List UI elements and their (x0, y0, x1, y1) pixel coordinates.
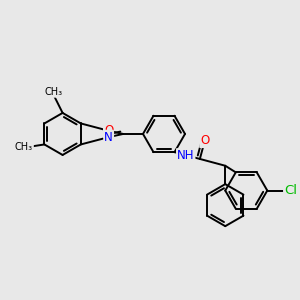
Text: Cl: Cl (284, 184, 297, 197)
Text: N: N (104, 131, 113, 144)
Text: CH₃: CH₃ (45, 87, 63, 97)
Text: NH: NH (177, 149, 194, 162)
Text: O: O (200, 134, 209, 147)
Text: O: O (104, 124, 113, 137)
Text: CH₃: CH₃ (15, 142, 33, 152)
